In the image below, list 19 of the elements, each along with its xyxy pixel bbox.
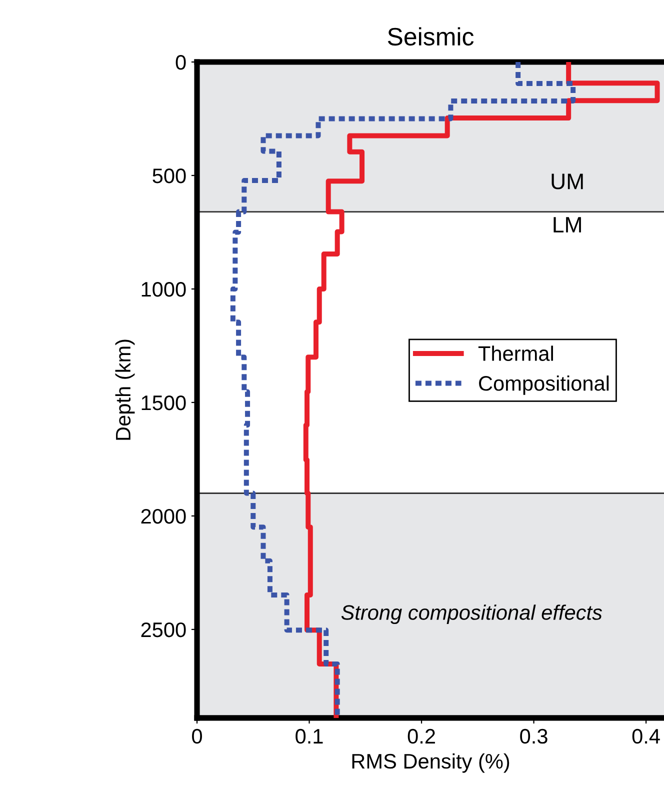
y-tick-label: 2500: [141, 622, 186, 638]
legend-label: Compositional: [479, 376, 609, 395]
y-tick-label: 2000: [141, 508, 186, 524]
y-tick-label: 500: [152, 168, 186, 184]
x-tick-label: 0.1: [296, 728, 323, 744]
x-tick-label: 0.3: [520, 728, 548, 744]
y-tick-label: 1500: [142, 395, 186, 410]
x-axis-title: RMS Density (%): [352, 753, 510, 773]
x-tick-label: 0: [192, 728, 202, 744]
annotation: LM: [554, 217, 581, 232]
y-tick-label: 0: [176, 54, 186, 70]
y-axis-title: Depth (km): [115, 340, 135, 440]
chart-title: Seismic: [388, 27, 474, 46]
y-tick-label: 1000: [142, 282, 186, 297]
annotation: Strong compositional effects: [341, 604, 602, 624]
legend-label: Thermal: [478, 346, 553, 361]
annotation: UM: [552, 174, 583, 190]
x-tick-label: 0.2: [408, 728, 435, 744]
x-tick-label: 0.4: [632, 728, 660, 744]
